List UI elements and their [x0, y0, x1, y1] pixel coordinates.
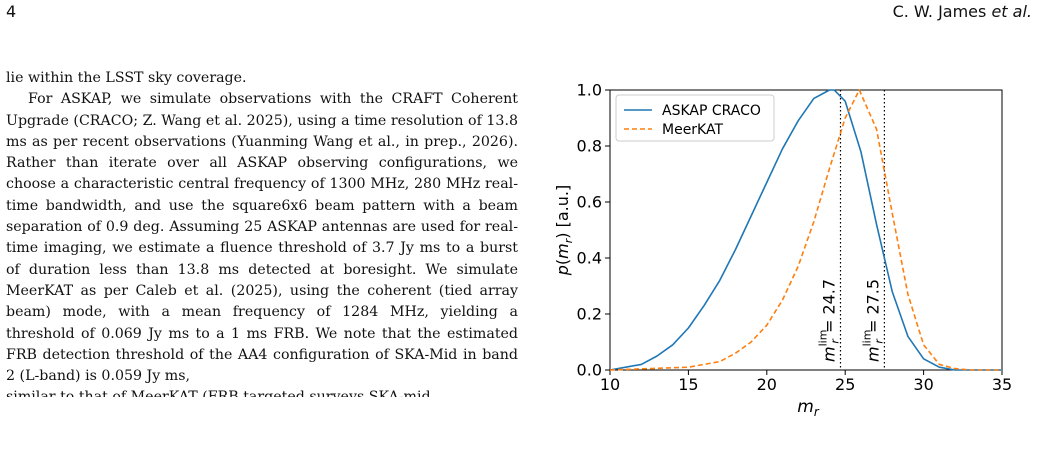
limit-label: mlimr= 24.7: [816, 279, 841, 362]
body-text: lie within the LSST sky coverage. For AS…: [6, 68, 518, 397]
y-tick-label: 0.8: [577, 137, 602, 156]
plot-frame: [609, 89, 1003, 371]
legend-box: [615, 94, 775, 142]
legend-label: ASKAP CRACO: [662, 103, 761, 119]
series-line-1: [609, 89, 1002, 371]
legend-label: MeerKAT: [662, 122, 723, 138]
series-line-2: [609, 89, 1002, 371]
x-axis-label: mr: [797, 397, 820, 419]
y-tick-label: 1.0: [577, 81, 602, 100]
running-head: C. W. James et al.: [893, 2, 1032, 21]
paragraph-1: lie within the LSST sky coverage.: [6, 70, 247, 86]
y-tick-label: 0.6: [577, 193, 602, 212]
y-axis-label: p(mr) [a.u.]: [553, 185, 575, 276]
paragraph-2: For ASKAP, we simulate observations with…: [6, 91, 518, 385]
y-tick-label: 0.2: [577, 305, 602, 324]
running-head-etal: et al.: [991, 2, 1032, 21]
x-tick-label: 10: [600, 375, 620, 394]
x-tick-label: 25: [835, 375, 855, 394]
y-tick-label: 0.0: [577, 361, 602, 380]
paragraph-3: similar to that of MeerKAT (FRB targeted…: [6, 389, 431, 398]
x-tick-label: 30: [913, 375, 933, 394]
running-head-authors: C. W. James: [892, 2, 987, 21]
x-tick-label: 15: [678, 375, 698, 394]
x-tick-label: 35: [992, 375, 1012, 394]
x-tick-label: 20: [757, 375, 777, 394]
y-tick-label: 0.4: [577, 249, 602, 268]
limit-label: mlimr= 27.5: [860, 279, 885, 362]
figure-chart: 10 15 20 25 30 35 0.0 0.2 0.4 0.6 0.8 1.0 mr p(mr) [a…: [553, 81, 1012, 420]
page-number: 4: [6, 2, 17, 21]
